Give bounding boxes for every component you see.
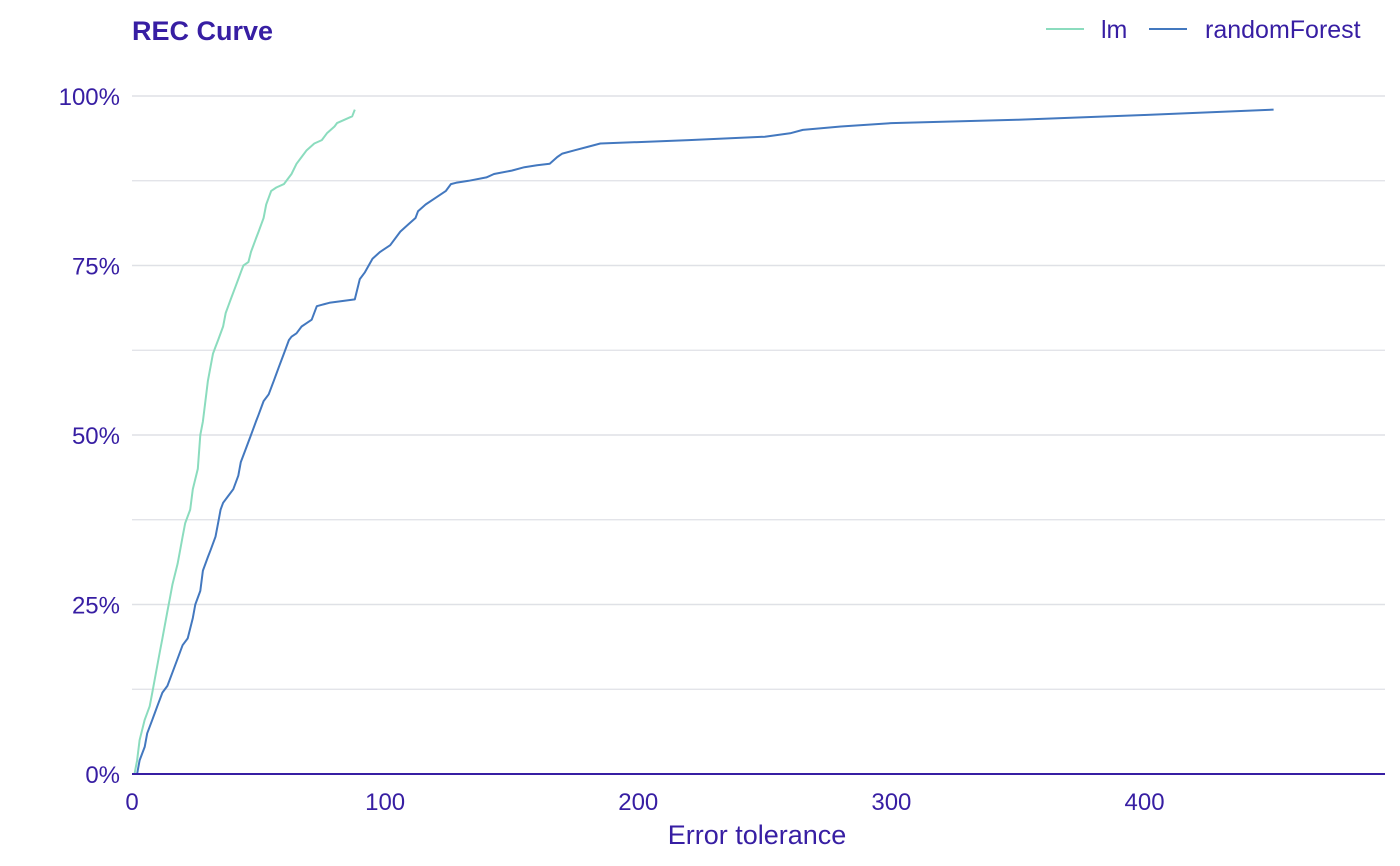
legend-label-lm: lm — [1101, 16, 1127, 44]
series-lines — [133, 108, 1274, 775]
legend-label-randomForest: randomForest — [1205, 16, 1361, 44]
gridlines — [132, 95, 1385, 690]
series-line-randomForest — [136, 108, 1274, 775]
y-tick-label: 75% — [72, 254, 120, 281]
y-tick-label: 50% — [72, 423, 120, 450]
x-axis: 0 100 200 300 400 — [125, 789, 1164, 816]
legend: lm randomForest — [1046, 16, 1361, 44]
chart-title: REC Curve — [132, 16, 273, 46]
x-tick-label: 100 — [365, 789, 405, 816]
x-axis-title: Error tolerance — [668, 820, 847, 850]
x-tick-label: 300 — [871, 789, 911, 816]
x-tick-label: 0 — [125, 789, 138, 816]
x-tick-label: 400 — [1125, 789, 1165, 816]
y-tick-label: 25% — [72, 593, 120, 620]
series-line-lm — [133, 109, 356, 775]
y-axis: 0% 25% 50% 75% 100% — [59, 84, 120, 789]
y-tick-label: 100% — [59, 84, 120, 111]
y-tick-label: 0% — [85, 762, 120, 789]
x-tick-label: 200 — [618, 789, 658, 816]
